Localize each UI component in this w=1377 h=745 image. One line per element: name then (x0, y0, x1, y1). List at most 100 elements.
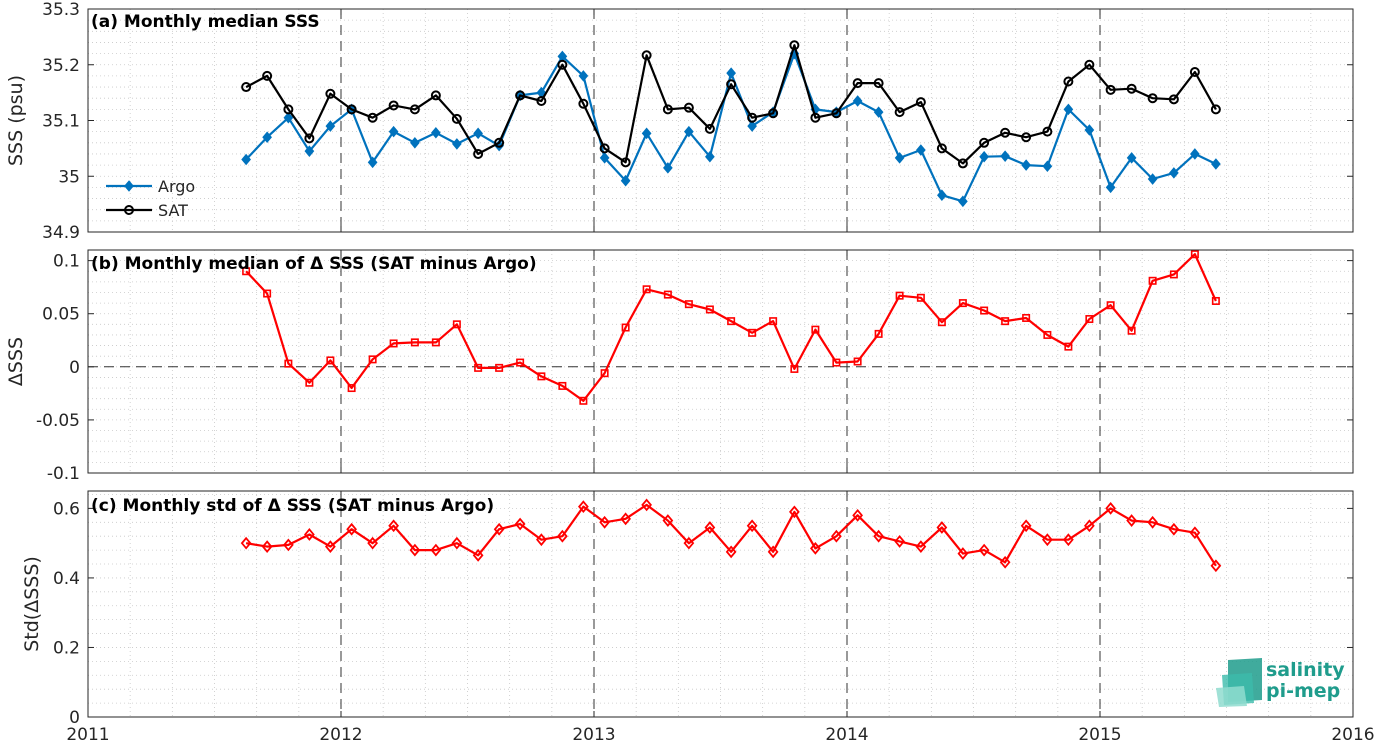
y-tick-label: 0.1 (53, 252, 80, 272)
argo-data-point (431, 126, 441, 139)
argo-data-point (916, 144, 926, 156)
sat-data-point (1105, 84, 1116, 95)
argo-data-point (473, 127, 483, 140)
sat-data-point (451, 113, 462, 124)
y-tick-label: 0 (69, 708, 80, 728)
sat-data-point (957, 158, 968, 169)
delta-data-point (409, 543, 421, 557)
argo-data-point (410, 137, 420, 149)
sat-data-point (873, 78, 884, 89)
sat-data-point (704, 123, 715, 134)
sat-data-point (1063, 76, 1074, 87)
delta-series-line (245, 253, 1217, 402)
y-tick-label: 35.1 (42, 112, 80, 132)
delta-data-point (704, 521, 716, 534)
axes-background (88, 250, 1353, 473)
delta-data-point (1020, 519, 1032, 533)
x-tick-label: 2013 (572, 725, 615, 745)
delta-data-point (1168, 522, 1180, 536)
sat-data-point (1084, 59, 1095, 70)
delta-data-point (493, 522, 505, 536)
argo-data-point (684, 125, 694, 138)
sat-data-point (1021, 132, 1032, 143)
delta-data-point (388, 519, 399, 533)
y-tick-label: 0 (69, 358, 80, 378)
delta-data-point (1085, 315, 1094, 324)
logo-wave-front-icon (1216, 686, 1247, 707)
delta-data-point (556, 529, 568, 543)
argo-data-point (1084, 124, 1095, 136)
argo-data-point (367, 156, 378, 169)
delta-data-point (263, 289, 272, 298)
sat-data-point (915, 97, 926, 108)
delta-data-point (641, 498, 652, 512)
argo-data-point (1169, 167, 1179, 179)
argo-data-point (705, 150, 715, 163)
delta-data-point (894, 535, 905, 548)
delta-data-point (789, 505, 800, 519)
legend-marker-argo (124, 180, 134, 192)
delta-data-point (600, 369, 609, 378)
delta-series-line (245, 503, 1217, 567)
delta-data-point (495, 363, 504, 372)
delta-data-point (852, 508, 864, 522)
panel-a-monthly-median-sss: 34.9 35 35.1 35.2 35.3 (a) Monthly median SSS… (5, 0, 1354, 243)
delta-data-point (1042, 533, 1053, 547)
delta-data-point (832, 358, 841, 367)
y-tick-label: 35.2 (42, 56, 80, 76)
sat-data-point (726, 79, 737, 90)
delta-data-point (1210, 559, 1222, 573)
delta-data-point (1211, 296, 1220, 305)
delta-data-point (599, 515, 611, 529)
delta-data-point (516, 358, 525, 367)
x-tick-label: 2012 (319, 725, 362, 745)
delta-data-point (326, 356, 335, 365)
y-tick-label: 35.3 (42, 0, 80, 20)
delta-data-point (558, 381, 567, 390)
y-axis-label: ΔSSS (5, 337, 27, 386)
argo-data-point (641, 127, 652, 140)
sat-data-point (1189, 66, 1200, 77)
delta-data-point (536, 533, 547, 547)
argo-data-point (388, 125, 399, 138)
argo-data-point (1042, 160, 1053, 172)
delta-data-point (915, 540, 927, 554)
sat-data-point (1042, 126, 1053, 137)
sat-data-point (325, 88, 336, 99)
sat-data-point (810, 112, 821, 123)
sat-data-point (494, 137, 505, 148)
delta-data-point (830, 529, 842, 543)
delta-data-point (1106, 301, 1115, 310)
logo-line2: pi-mep (1266, 680, 1340, 702)
argo-data-point (1000, 150, 1010, 162)
logo-line1: salinity (1266, 659, 1345, 681)
delta-data-point (1126, 514, 1138, 527)
y-tick-label: -0.05 (36, 411, 80, 431)
delta-data-point (705, 305, 714, 314)
sat-data-point (304, 133, 315, 144)
delta-data-point (430, 543, 442, 557)
y-tick-label: 0.6 (53, 499, 80, 519)
delta-data-point (809, 541, 821, 555)
y-axis-label: SSS (psu) (5, 75, 27, 166)
sat-data-point (683, 102, 694, 113)
delta-data-point (579, 396, 588, 405)
delta-data-point (472, 548, 484, 562)
delta-data-point (916, 293, 925, 302)
y-tick-label: 0.05 (42, 305, 80, 325)
sat-data-point (557, 59, 568, 70)
delta-data-point (999, 555, 1011, 569)
sat-data-point (831, 108, 842, 119)
legend-label-argo: Argo (158, 177, 195, 196)
sat-data-point (768, 108, 779, 119)
x-tick-label: 2011 (66, 725, 109, 745)
argo-data-point (663, 162, 673, 174)
sat-data-point (409, 104, 420, 115)
sat-data-point (662, 104, 673, 115)
argo-data-point (894, 152, 905, 164)
y-tick-label: 0.2 (53, 638, 80, 658)
x-tick-label: 2014 (825, 725, 868, 745)
delta-data-point (1189, 526, 1201, 540)
panel-title: (a) Monthly median SSS (91, 12, 320, 32)
